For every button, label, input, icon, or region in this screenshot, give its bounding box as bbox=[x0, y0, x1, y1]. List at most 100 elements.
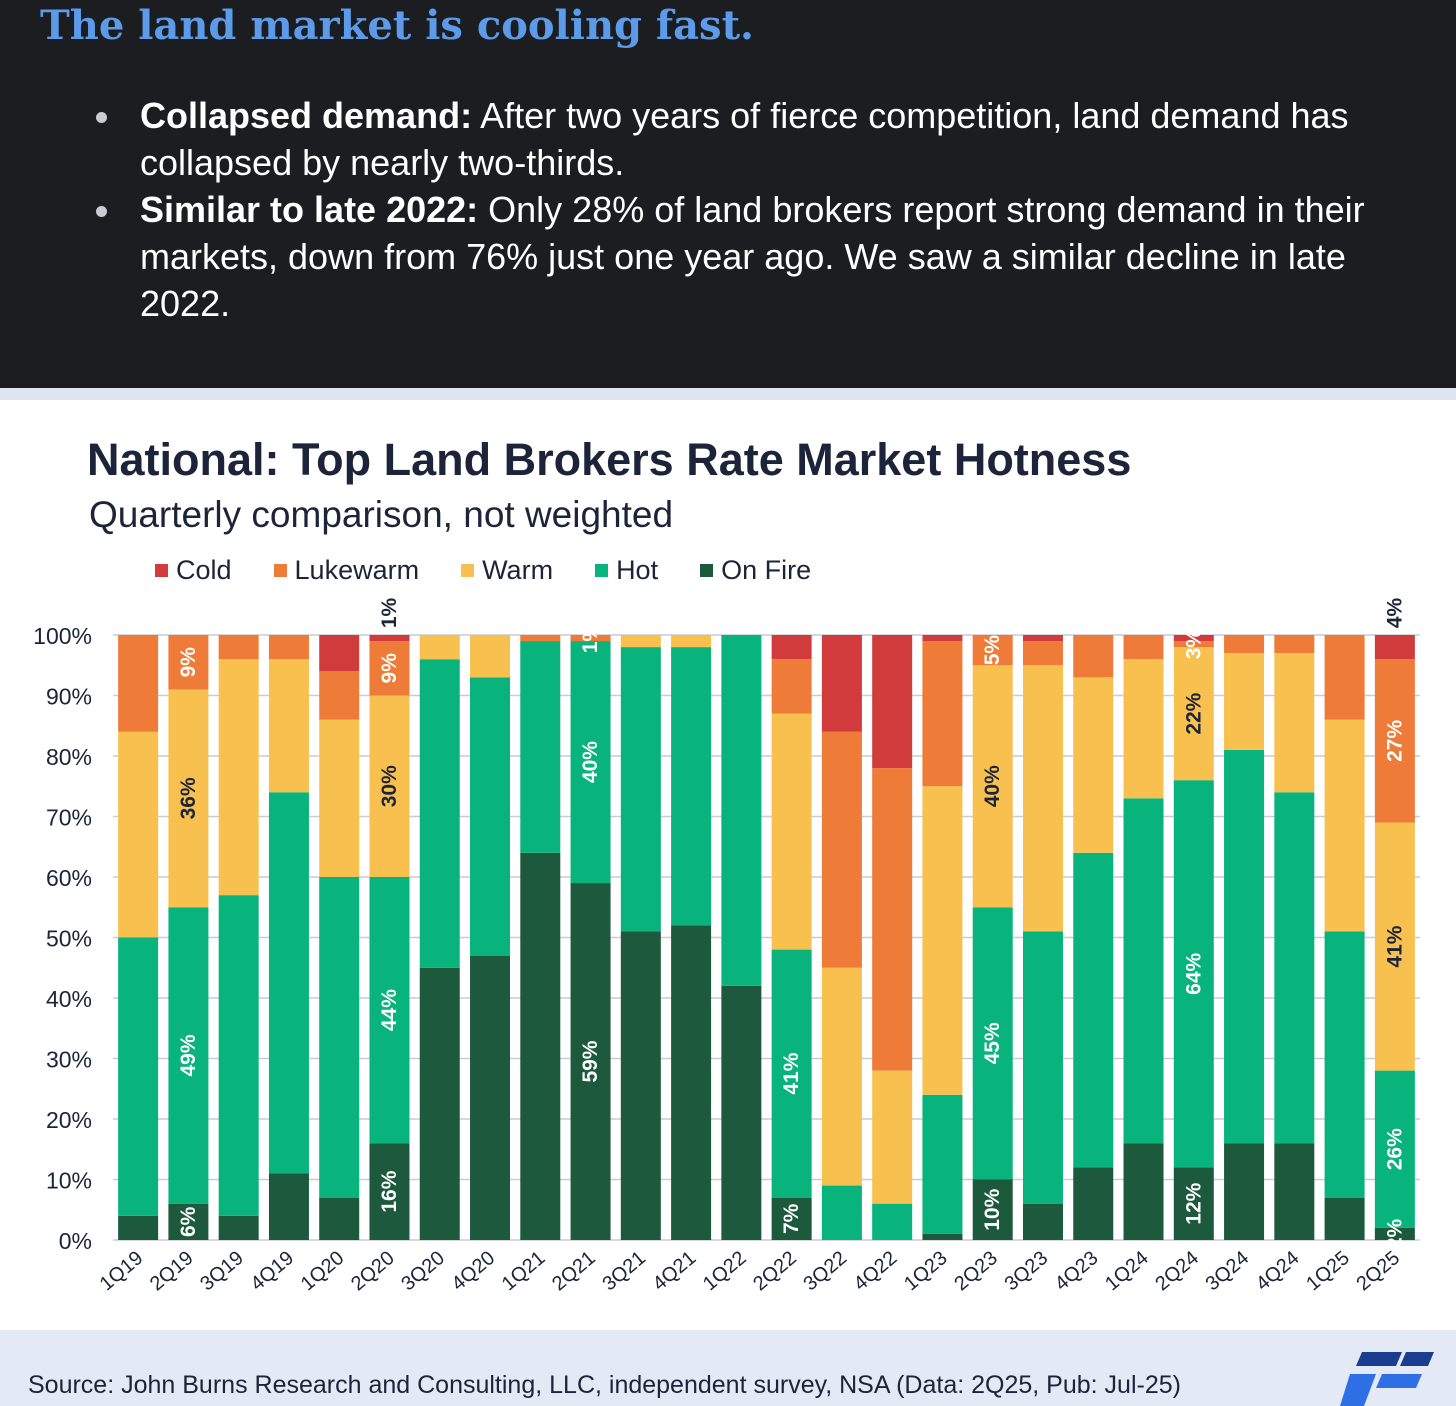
x-tick-label: 2Q20 bbox=[347, 1247, 399, 1295]
bar-segment-hot bbox=[1022, 931, 1063, 1204]
bar-segment-hot bbox=[771, 949, 812, 1198]
legend-label-cold: Cold bbox=[176, 554, 232, 585]
data-label: 12% bbox=[1182, 1182, 1205, 1224]
data-label: 9% bbox=[177, 647, 200, 678]
data-label: 49% bbox=[177, 1034, 200, 1076]
bar-segment-warm bbox=[821, 967, 862, 1186]
x-tick-label: 1Q19 bbox=[96, 1247, 148, 1295]
legend-item-lukewarm: Lukewarm bbox=[273, 554, 420, 586]
bar-segment-cold bbox=[922, 635, 963, 642]
bar-segment-hot bbox=[1374, 1070, 1415, 1228]
bar-segment-lukewarm bbox=[1274, 635, 1315, 654]
bar-segment-cold bbox=[821, 635, 862, 732]
data-label: 59% bbox=[579, 1040, 602, 1082]
bar-segment-warm bbox=[922, 786, 963, 1095]
bar-segment-warm bbox=[218, 659, 259, 896]
bar-segment-on-fire bbox=[922, 1233, 963, 1240]
bullet-item: Collapsed demand: After two years of fie… bbox=[96, 92, 1436, 186]
data-label: 36% bbox=[177, 777, 200, 819]
bar-segment-on-fire bbox=[1022, 1203, 1063, 1240]
x-tick-label: 4Q24 bbox=[1252, 1247, 1304, 1295]
bullet-lead: Similar to late 2022: bbox=[140, 189, 479, 230]
data-label: 22% bbox=[1182, 692, 1205, 734]
bar-segment-hot bbox=[1274, 792, 1315, 1144]
bar-segment-on-fire bbox=[470, 955, 511, 1240]
bar-segment-warm bbox=[268, 659, 309, 793]
x-tick-label: 3Q20 bbox=[397, 1247, 449, 1295]
bar-segment-on-fire bbox=[1173, 1167, 1214, 1240]
bar-segment-hot bbox=[671, 647, 712, 926]
bar-segment-hot bbox=[1123, 798, 1164, 1144]
headline: The land market is cooling fast. bbox=[40, 2, 754, 49]
bar-segment-lukewarm bbox=[1123, 635, 1164, 660]
bar-segment-on-fire bbox=[168, 1203, 209, 1240]
data-label: 41% bbox=[780, 1052, 803, 1094]
bar-segment-lukewarm bbox=[118, 635, 159, 732]
bar-segment-hot bbox=[972, 907, 1013, 1180]
bar-segment-hot bbox=[1073, 852, 1114, 1168]
bar-segment-warm bbox=[1224, 653, 1265, 750]
bar-segment-on-fire bbox=[118, 1215, 159, 1240]
x-tick-label: 1Q20 bbox=[297, 1247, 349, 1295]
x-tick-label: 3Q24 bbox=[1202, 1247, 1254, 1295]
bar-segment-on-fire bbox=[570, 883, 611, 1240]
data-label: 45% bbox=[981, 1022, 1004, 1064]
bullet-dot-icon bbox=[96, 206, 107, 217]
bar-segment-warm bbox=[620, 635, 661, 648]
bar-segment-on-fire bbox=[1274, 1143, 1315, 1240]
bullet-item: Similar to late 2022: Only 28% of land b… bbox=[96, 186, 1436, 327]
bar-segment-hot bbox=[721, 635, 762, 986]
bar-segment-cold bbox=[319, 635, 360, 672]
data-label: 16% bbox=[378, 1170, 401, 1212]
y-tick-label: 10% bbox=[46, 1168, 92, 1194]
bar-segment-on-fire bbox=[1073, 1167, 1114, 1240]
bar-segment-hot bbox=[168, 907, 209, 1204]
x-tick-label: 2Q22 bbox=[749, 1247, 801, 1295]
x-tick-label: 2Q23 bbox=[950, 1247, 1002, 1295]
bar-segment-warm bbox=[319, 719, 360, 877]
data-label: 5% bbox=[981, 635, 1004, 666]
bar-segment-lukewarm bbox=[570, 635, 611, 642]
legend-item-cold: Cold bbox=[155, 555, 232, 586]
source-note: Source: John Burns Research and Consulti… bbox=[28, 1371, 1181, 1399]
footer-bar bbox=[0, 1330, 1456, 1406]
stacked-bar-chart: 6% 49% 36% 9% 16% 44% 30% 9% 1% 59% 40% 1% 7% 41% 10% 4… bbox=[33, 598, 1420, 1295]
legend-item-warm: Warm bbox=[461, 555, 553, 586]
bar-segment-warm bbox=[872, 1070, 913, 1204]
legend-item-on-fire: On Fire bbox=[700, 555, 811, 586]
bar-segment-warm bbox=[771, 713, 812, 950]
bar-segment-warm bbox=[1374, 822, 1415, 1071]
bar-segment-warm bbox=[1123, 659, 1164, 799]
y-tick-label: 50% bbox=[46, 926, 92, 952]
bullet-text: Only 28% of land brokers report strong d… bbox=[140, 189, 1365, 324]
x-tick-label: 3Q22 bbox=[799, 1247, 851, 1295]
bar-segment-warm bbox=[1274, 653, 1315, 793]
bar-segment-lukewarm bbox=[1073, 635, 1114, 678]
bar-segment-warm bbox=[118, 731, 159, 938]
data-label: 7% bbox=[780, 1203, 803, 1234]
bar-segment-on-fire bbox=[369, 1143, 410, 1240]
data-label: 40% bbox=[579, 741, 602, 783]
x-tick-label: 3Q19 bbox=[196, 1247, 248, 1295]
bar-segment-on-fire bbox=[319, 1197, 360, 1240]
x-tick-label: 2Q25 bbox=[1352, 1247, 1404, 1295]
x-tick-label: 4Q23 bbox=[1051, 1247, 1103, 1295]
x-tick-label: 4Q20 bbox=[448, 1247, 500, 1295]
bar-segment-on-fire bbox=[972, 1179, 1013, 1240]
data-label: 6% bbox=[177, 1206, 200, 1237]
bar-segment-on-fire bbox=[721, 985, 762, 1240]
legend-label-on-fire: On Fire bbox=[721, 554, 812, 585]
y-tick-label: 30% bbox=[46, 1047, 92, 1073]
bar-segment-on-fire bbox=[1224, 1143, 1265, 1240]
y-tick-label: 70% bbox=[46, 805, 92, 831]
bar-segment-on-fire bbox=[620, 931, 661, 1240]
legend-label-lukewarm: Lukewarm bbox=[294, 554, 420, 585]
y-tick-label: 20% bbox=[46, 1107, 92, 1133]
bar-segment-hot bbox=[419, 659, 460, 968]
y-tick-label: 0% bbox=[59, 1228, 92, 1254]
data-label: 26% bbox=[1383, 1128, 1406, 1170]
bar-segment-hot bbox=[620, 647, 661, 932]
legend-swatch-warm bbox=[461, 563, 475, 577]
bar-segment-on-fire bbox=[268, 1173, 309, 1240]
bar-segment-lukewarm bbox=[771, 659, 812, 714]
